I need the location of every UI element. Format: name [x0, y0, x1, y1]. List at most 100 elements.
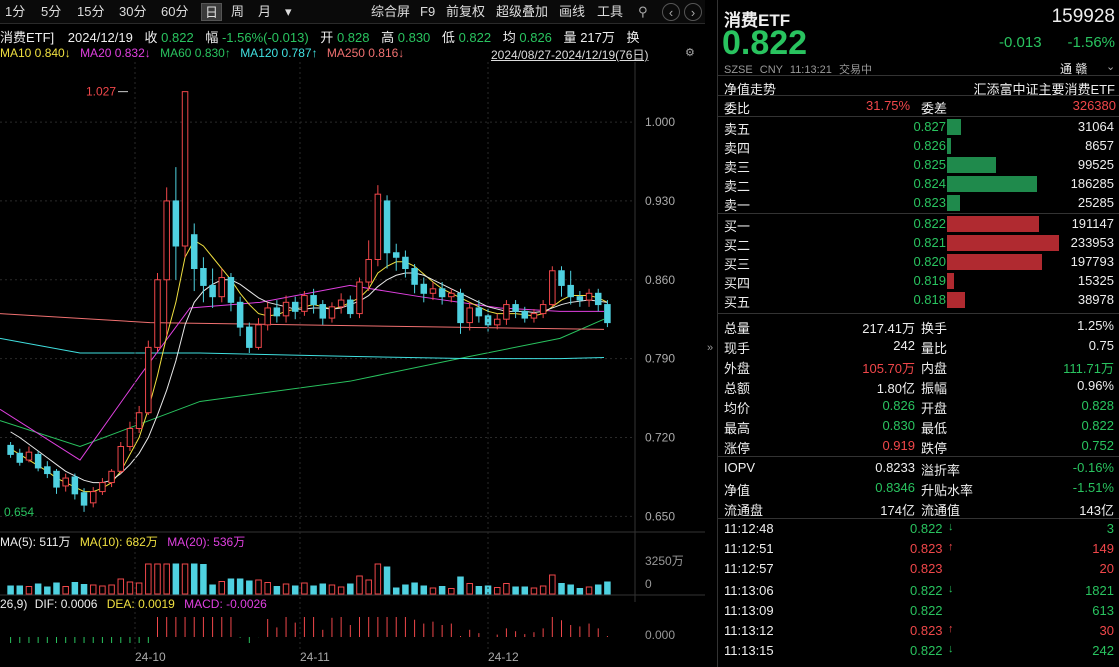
candle-body — [411, 268, 418, 285]
volume-bar — [365, 579, 372, 595]
ask-volume: 8657 — [1085, 138, 1114, 153]
draw-line-button[interactable]: 画线 — [559, 4, 586, 19]
market-info: SZSE CNY 11:13:21 交易中 — [724, 61, 872, 77]
composite-screen-button[interactable]: 综合屏 — [371, 4, 411, 19]
period-5min[interactable]: 5分 — [41, 4, 62, 19]
candle-body — [99, 482, 106, 493]
volume-bar — [392, 587, 400, 595]
volume-bar — [44, 586, 51, 595]
bid-volume: 15325 — [1077, 273, 1114, 288]
volume-legend: MA(5): 511万 MA(10): 682万 MA(20): 536万 — [0, 533, 245, 550]
volume-bar — [25, 586, 33, 595]
range-value: -1.56%(-0.013) — [221, 30, 309, 45]
period-dropdown-icon[interactable]: ▾ — [285, 4, 292, 19]
ask-level-3[interactable]: 卖三 0.825 99525 — [718, 155, 1119, 175]
period-60min[interactable]: 60分 — [161, 4, 189, 19]
candle-body — [117, 446, 125, 472]
candle-body — [44, 466, 51, 475]
ask-level-4[interactable]: 卖二 0.824 186285 — [718, 174, 1119, 194]
tick-volume: 20 — [1099, 561, 1114, 576]
vol-zero-tick: 0 — [645, 577, 652, 591]
volume-bar — [273, 586, 281, 595]
quote-icons[interactable]: 通 赣 — [1060, 62, 1088, 76]
stat-value: 0.75 — [1088, 338, 1114, 353]
nav-trend-tab[interactable]: 净值走势 — [724, 82, 777, 97]
candle-body — [236, 301, 244, 328]
volume-bar — [71, 582, 79, 595]
candle-body — [337, 299, 345, 308]
candle-body — [493, 318, 501, 326]
candle-body — [135, 412, 143, 429]
bid-level-5[interactable]: 买五 0.818 38978 — [718, 290, 1119, 310]
period-month[interactable]: 月 — [258, 4, 272, 19]
volume-bar — [466, 583, 473, 595]
vol-label: 量 — [563, 30, 577, 45]
volume-bar — [567, 584, 574, 595]
ask-price: 0.826 — [913, 138, 946, 153]
volume-bar — [135, 582, 143, 595]
stat-label: 跌停 — [921, 441, 948, 456]
bid-price: 0.821 — [913, 235, 946, 250]
fund-stat-value: -1.51% — [1072, 480, 1114, 495]
volume-bar — [227, 578, 235, 595]
bid-level-1[interactable]: 买一 0.822 191147 — [718, 214, 1119, 234]
ma20-line — [0, 284, 604, 461]
f9-button[interactable]: F9 — [420, 4, 436, 19]
volume-bar — [80, 584, 88, 595]
ask-level-2[interactable]: 卖四 0.826 8657 — [718, 136, 1119, 156]
stat-value: 0.919 — [882, 438, 915, 453]
ma10-legend: MA10 0.840↓ — [0, 46, 71, 60]
volume-bar — [512, 586, 519, 595]
vol-value: 217万 — [580, 30, 615, 45]
tick-direction-icon: ↑ — [948, 541, 954, 553]
candle-body — [190, 234, 198, 270]
candle-body — [80, 492, 88, 506]
period-30min[interactable]: 30分 — [119, 4, 147, 19]
kline-chart[interactable]: 1.000 0.930 0.860 0.790 0.720 0.650 1.027 0.654… — [0, 62, 705, 667]
volume-bar — [429, 587, 437, 595]
bid-price: 0.820 — [913, 254, 946, 269]
ma120-legend: MA120 0.787↑ — [240, 46, 318, 60]
candle-body — [53, 470, 60, 488]
super-overlay-button[interactable]: 超级叠加 — [496, 4, 549, 19]
bid-level-2[interactable]: 买二 0.821 233953 — [718, 233, 1119, 253]
forward-adjust-button[interactable]: 前复权 — [446, 4, 486, 19]
tools-button[interactable]: 工具 — [597, 4, 624, 19]
settings-icon[interactable]: ⚙ — [685, 47, 695, 59]
quote-panel: 消费ETF 159928 0.822 -0.013 -1.56% SZSE CN… — [717, 0, 1119, 667]
bid-label: 买二 — [724, 238, 751, 253]
candle-body — [457, 292, 464, 324]
candle-body — [466, 307, 473, 324]
candle-body — [374, 193, 382, 261]
chevron-left-icon[interactable]: ‹ — [662, 3, 680, 21]
bid-level-3[interactable]: 买三 0.820 197793 — [718, 252, 1119, 272]
date-range[interactable]: 2024/08/27-2024/12/19(76日) — [491, 48, 649, 62]
period-day[interactable]: 日 — [201, 3, 223, 21]
bid-volume-bar — [947, 273, 955, 289]
vol-max-tick: 3250万 — [645, 554, 684, 568]
search-icon[interactable]: ⚲ — [638, 4, 648, 19]
volume-bar — [319, 583, 327, 595]
period-week[interactable]: 周 — [231, 4, 245, 19]
chevron-down-icon[interactable]: ⌄ — [1106, 61, 1116, 73]
chevron-right-icon[interactable]: › — [684, 3, 702, 21]
bid-price: 0.822 — [913, 216, 946, 231]
period-1min[interactable]: 1分 — [5, 4, 26, 19]
bid-volume-bar — [947, 216, 1039, 232]
ask-level-5[interactable]: 卖一 0.823 25285 — [718, 193, 1119, 213]
candle-body — [448, 292, 455, 298]
y-tick-label: 0.930 — [645, 194, 675, 208]
candle-body — [585, 292, 593, 301]
candle-body — [347, 299, 354, 315]
candle-body — [429, 288, 437, 294]
bid-volume: 191147 — [1071, 216, 1114, 231]
vol-ma10-label: MA(10): 682万 — [79, 535, 158, 549]
bid-level-4[interactable]: 买四 0.819 15325 — [718, 271, 1119, 291]
expand-arrow-icon[interactable]: » — [707, 342, 714, 354]
ask-level-1[interactable]: 卖五 0.827 31064 — [718, 117, 1119, 137]
ask-volume: 99525 — [1077, 157, 1114, 172]
volume-bar — [475, 586, 483, 595]
stat-label: 振幅 — [921, 381, 948, 396]
fund-stat-value: 0.8346 — [875, 480, 915, 495]
period-15min[interactable]: 15分 — [77, 4, 105, 19]
